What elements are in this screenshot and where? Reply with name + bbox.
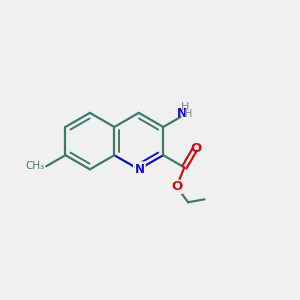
Text: O: O xyxy=(190,142,202,155)
Text: N: N xyxy=(177,107,187,120)
Text: N: N xyxy=(134,163,144,176)
Text: CH₃: CH₃ xyxy=(26,161,45,171)
Text: O: O xyxy=(171,180,182,193)
Text: H: H xyxy=(184,109,193,119)
Text: H: H xyxy=(181,102,189,112)
